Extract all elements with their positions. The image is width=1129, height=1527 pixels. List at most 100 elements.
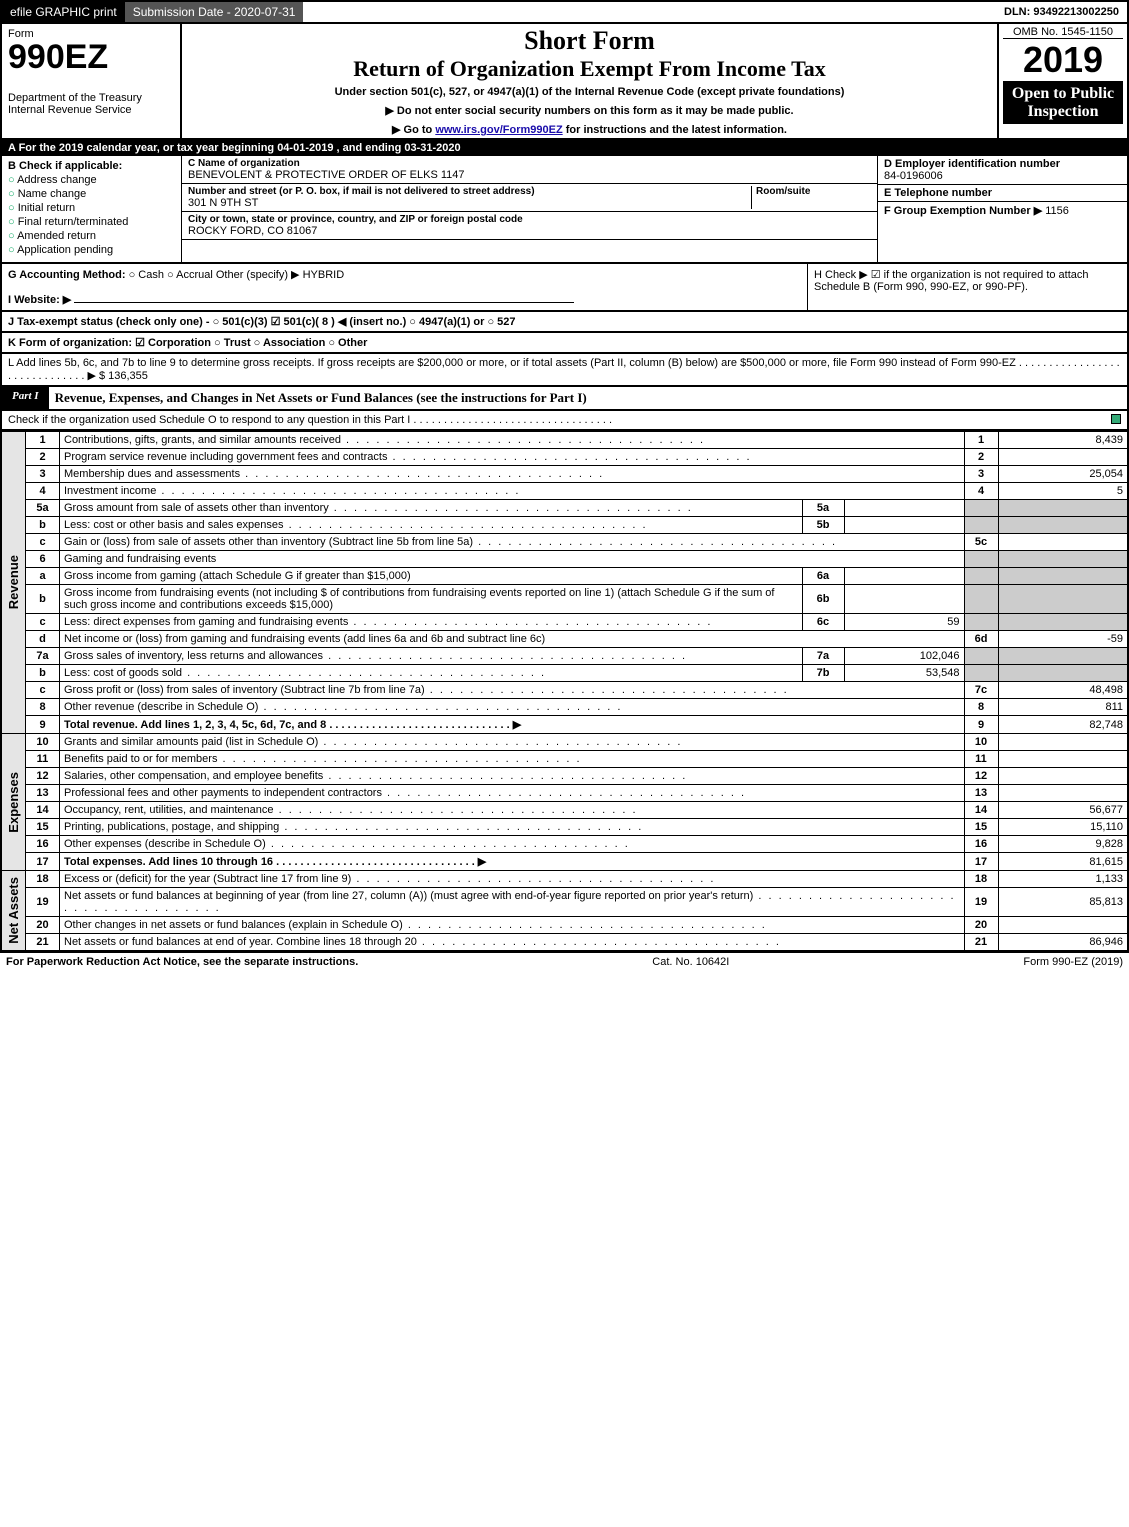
side-revenue: Revenue [1,432,26,734]
subval-6c: 59 [844,614,964,631]
val-6c [998,614,1128,631]
ln-5b: b [26,517,60,534]
ln-12: 12 [26,768,60,785]
ln-5a: 5a [26,500,60,517]
num-10: 10 [964,734,998,751]
desc-2: Program service revenue including govern… [60,449,965,466]
acct-method-opts[interactable]: ○ Cash ○ Accrual Other (specify) ▶ [129,269,300,281]
ln-4: 4 [26,483,60,500]
num-7a [964,648,998,665]
val-5b [998,517,1128,534]
num-19: 19 [964,888,998,917]
num-15: 15 [964,819,998,836]
desc-7b: Less: cost of goods sold [60,665,803,682]
schedule-b-check[interactable]: H Check ▶ ☑ if the organization is not r… [814,269,1089,293]
num-7c: 7c [964,682,998,699]
year-block: OMB No. 1545-1150 2019 Open to Public In… [997,24,1127,138]
efile-button[interactable]: efile GRAPHIC print [2,2,125,22]
ln-17: 17 [26,853,60,871]
ln-2: 2 [26,449,60,466]
subval-5a [844,500,964,517]
ln-5c: c [26,534,60,551]
chk-initial-return[interactable]: Initial return [8,202,175,214]
desc-6c: Less: direct expenses from gaming and fu… [60,614,803,631]
return-title: Return of Organization Exempt From Incom… [188,56,991,82]
chk-name-change[interactable]: Name change [8,188,175,200]
desc-16: Other expenses (describe in Schedule O) [60,836,965,853]
submission-date: Submission Date - 2020-07-31 [125,2,304,22]
desc-19: Net assets or fund balances at beginning… [60,888,965,917]
num-1: 1 [964,432,998,449]
val-18: 1,133 [998,871,1128,888]
desc-13: Professional fees and other payments to … [60,785,965,802]
row-a-tax-year: A For the 2019 calendar year, or tax yea… [2,140,1127,156]
group-number: 1156 [1045,205,1069,217]
sub-5b: 5b [802,517,844,534]
val-11 [998,751,1128,768]
desc-6d: Net income or (loss) from gaming and fun… [60,631,965,648]
val-6b [998,585,1128,614]
ln-1: 1 [26,432,60,449]
part-1-tab: Part I [2,387,49,409]
num-6d: 6d [964,631,998,648]
form-of-org[interactable]: K Form of organization: ☑ Corporation ○ … [8,337,367,349]
num-7b [964,665,998,682]
val-21: 86,946 [998,934,1128,952]
ln-7c: c [26,682,60,699]
val-16: 9,828 [998,836,1128,853]
desc-4: Investment income [60,483,965,500]
col-b-label: B Check if applicable: [8,160,122,172]
col-h: H Check ▶ ☑ if the organization is not r… [807,264,1127,310]
org-name-label: C Name of organization [188,158,871,169]
sub-6c: 6c [802,614,844,631]
desc-8: Other revenue (describe in Schedule O) [60,699,965,716]
desc-1: Contributions, gifts, grants, and simila… [60,432,965,449]
ln-18: 18 [26,871,60,888]
irs-link[interactable]: www.irs.gov/Form990EZ [435,124,562,136]
form-rev: Form 990-EZ (2019) [1023,956,1123,968]
num-17: 17 [964,853,998,871]
num-5c: 5c [964,534,998,551]
cat-no: Cat. No. 10642I [652,956,729,968]
val-14: 56,677 [998,802,1128,819]
sched-o-check-text: Check if the organization used Schedule … [8,414,1111,426]
chk-address-change[interactable]: Address change [8,174,175,186]
ln-7a: 7a [26,648,60,665]
chk-final-return[interactable]: Final return/terminated [8,216,175,228]
val-4: 5 [998,483,1128,500]
paperwork-notice: For Paperwork Reduction Act Notice, see … [6,956,358,968]
department: Department of the Treasury Internal Reve… [8,92,174,116]
desc-5c: Gain or (loss) from sale of assets other… [60,534,965,551]
val-1: 8,439 [998,432,1128,449]
ln-8: 8 [26,699,60,716]
sched-o-checkbox[interactable] [1111,414,1121,424]
ln-13: 13 [26,785,60,802]
tax-year: 2019 [1003,39,1123,81]
val-3: 25,054 [998,466,1128,483]
desc-7c: Gross profit or (loss) from sales of inv… [60,682,965,699]
ln-21: 21 [26,934,60,952]
ln-15: 15 [26,819,60,836]
num-12: 12 [964,768,998,785]
ln-6c: c [26,614,60,631]
chk-amended-return[interactable]: Amended return [8,230,175,242]
desc-5b: Less: cost or other basis and sales expe… [60,517,803,534]
website-field[interactable] [74,302,574,303]
tax-exempt-status[interactable]: J Tax-exempt status (check only one) - ○… [8,316,516,328]
ein: 84-0196006 [884,170,943,182]
under-section: Under section 501(c), 527, or 4947(a)(1)… [188,86,991,98]
val-5c [998,534,1128,551]
goto-post: for instructions and the latest informat… [566,124,787,136]
chk-application-pending[interactable]: Application pending [8,244,175,256]
num-6b [964,585,998,614]
num-20: 20 [964,917,998,934]
gross-receipts-line: L Add lines 5b, 6c, and 7b to line 9 to … [8,357,1120,382]
ln-6a: a [26,568,60,585]
val-7c: 48,498 [998,682,1128,699]
val-17: 81,615 [998,853,1128,871]
num-21: 21 [964,934,998,952]
val-9: 82,748 [998,716,1128,734]
num-2: 2 [964,449,998,466]
num-6 [964,551,998,568]
sub-7b: 7b [802,665,844,682]
